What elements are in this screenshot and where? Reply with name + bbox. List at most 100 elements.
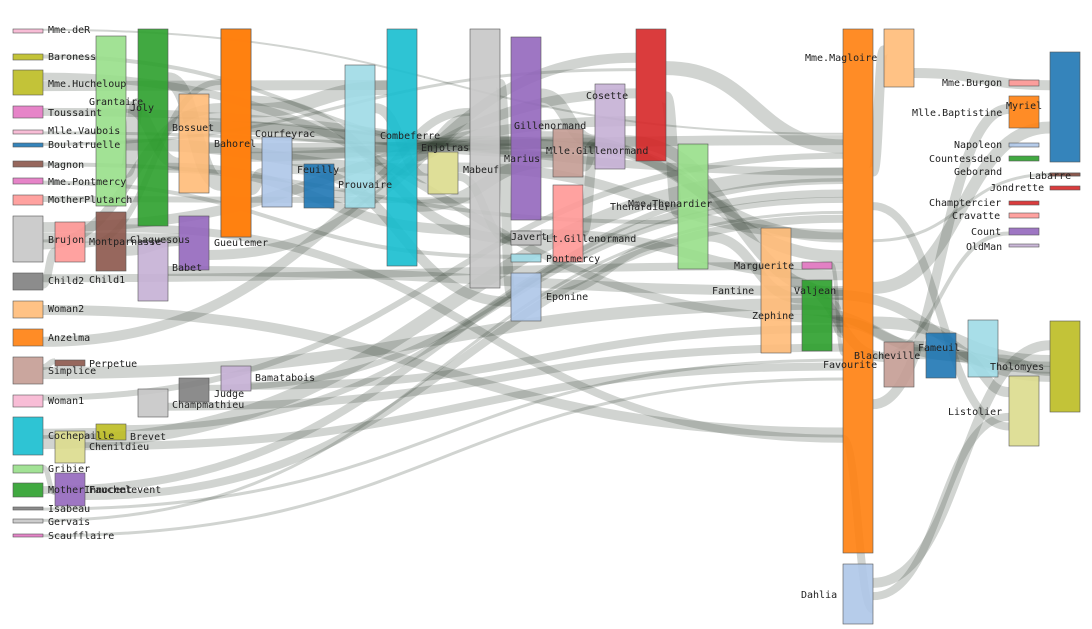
node-label-gribier: Gribier — [48, 464, 90, 475]
node-mlle-vaubois[interactable] — [12, 129, 44, 135]
node-scaufflaire[interactable] — [12, 533, 44, 538]
node-woman2[interactable] — [12, 300, 44, 319]
node-zephine[interactable] — [760, 227, 792, 354]
link-woman2-valjean — [42, 305, 844, 438]
node-champtercier[interactable] — [1008, 200, 1040, 206]
node-gervais[interactable] — [12, 518, 44, 524]
node-eponine[interactable] — [510, 272, 542, 322]
node-child2[interactable] — [12, 272, 44, 291]
node-listolier[interactable] — [1008, 375, 1040, 447]
link-gillenormand-cosette — [539, 88, 597, 149]
link-fantine-valjean — [828, 299, 847, 338]
node-label-fauchelevent: Fauchelevent — [89, 485, 161, 496]
node-prouvaire[interactable] — [344, 64, 376, 209]
node-label-grantaire: Grantaire — [89, 97, 143, 108]
node-blacheville[interactable] — [925, 332, 957, 379]
node-label-javert: Javert — [511, 232, 547, 243]
node-mme-thenardier[interactable] — [677, 143, 709, 270]
node-magnon[interactable] — [12, 160, 44, 168]
node-montparnasse[interactable] — [95, 211, 127, 272]
node-cosette[interactable] — [594, 83, 626, 170]
nodes-layer — [12, 28, 1081, 625]
node-napoleon[interactable] — [1008, 142, 1040, 148]
node-label-mme-der: Mme.deR — [48, 25, 91, 36]
node-motherinnocent[interactable] — [12, 482, 44, 498]
node-label-mme-thenardier: Mme.Thenardier — [628, 199, 712, 210]
node-myriel[interactable] — [1049, 51, 1081, 163]
link-mabeuf-eponine — [495, 78, 516, 299]
node-count[interactable] — [1008, 227, 1040, 236]
node-jondrette[interactable] — [1049, 185, 1081, 191]
link-bahorel-gillenormand — [250, 135, 512, 162]
node-gribier[interactable] — [12, 464, 44, 474]
node-babet[interactable] — [178, 215, 210, 271]
link-bamatabois-valjean — [250, 324, 844, 390]
node-mme-burgon[interactable] — [1008, 79, 1040, 87]
node-label-champmathieu: Champmathieu — [172, 400, 244, 411]
node-mme-hucheloup[interactable] — [12, 69, 44, 96]
node-brujon[interactable] — [12, 215, 44, 263]
node-label-toussaint: Toussaint — [48, 108, 102, 119]
node-bamatabois[interactable] — [220, 365, 252, 392]
node-gueulemer[interactable] — [220, 28, 252, 238]
node-mabeuf[interactable] — [469, 28, 501, 289]
node-label-montparnasse: Montparnasse — [89, 237, 161, 248]
node-gillenormand[interactable] — [510, 36, 542, 221]
node-lt-gillenormand[interactable] — [510, 230, 542, 246]
node-simplice[interactable] — [12, 356, 44, 385]
node-anzelma[interactable] — [12, 328, 44, 347]
node-thenardier[interactable] — [635, 28, 667, 162]
node-mme-der[interactable] — [12, 28, 44, 34]
node-dahlia[interactable] — [842, 563, 874, 625]
node-label-mlle-baptistine: Mlle.Baptistine — [912, 108, 1002, 119]
node-mlle-baptistine[interactable] — [1008, 95, 1040, 129]
node-toussaint[interactable] — [12, 105, 44, 119]
link-scaufflaire-valjean — [42, 377, 844, 538]
node-mlle-gillenormand[interactable] — [552, 184, 584, 263]
node-pontmercy[interactable] — [510, 253, 542, 263]
node-champmathieu[interactable] — [137, 388, 169, 418]
node-label-mabeuf: Mabeuf — [463, 165, 499, 176]
node-grantaire[interactable] — [95, 35, 127, 207]
node-bossuet[interactable] — [178, 93, 210, 194]
node-mme-pontmercy[interactable] — [12, 177, 44, 185]
node-label-favourite: Favourite — [823, 360, 877, 371]
node-fantine[interactable] — [801, 279, 833, 352]
node-label-gervais: Gervais — [48, 517, 90, 528]
node-combeferre[interactable] — [386, 28, 418, 267]
node-brevet[interactable] — [95, 423, 127, 441]
link-marguerite-valjean — [830, 262, 845, 356]
link-valjean-mme-magloire — [868, 45, 889, 177]
node-mme-magloire[interactable] — [883, 28, 915, 88]
node-boulatruelle[interactable] — [12, 142, 44, 148]
node-valjean[interactable] — [842, 28, 874, 554]
node-marius[interactable] — [552, 128, 584, 178]
node-courfeyrac[interactable] — [261, 136, 293, 208]
node-chenildieu[interactable] — [54, 430, 86, 464]
node-cravatte[interactable] — [1008, 212, 1040, 219]
node-tholomyes[interactable] — [1049, 320, 1081, 413]
node-oldman[interactable] — [1008, 243, 1040, 248]
node-child1[interactable] — [54, 221, 86, 263]
node-feuilly[interactable] — [303, 163, 335, 209]
node-motherplutarch[interactable] — [12, 194, 44, 206]
node-isabeau[interactable] — [12, 506, 44, 511]
node-perpetue[interactable] — [54, 359, 86, 367]
node-label-joly: Joly — [130, 103, 154, 114]
node-fameuil[interactable] — [967, 319, 999, 378]
node-claquesous[interactable] — [137, 240, 169, 302]
node-countessdelo[interactable] — [1008, 155, 1040, 162]
node-fauchelevent[interactable] — [54, 472, 86, 507]
node-enjolras[interactable] — [427, 151, 459, 195]
link-gribier-fauchelevent — [41, 464, 57, 496]
link-valjean-listolier — [872, 202, 1010, 431]
node-joly[interactable] — [137, 28, 169, 227]
node-label-motherinnocent: MotherInnocent — [48, 485, 132, 496]
node-baroness[interactable] — [12, 53, 44, 61]
node-favourite[interactable] — [883, 341, 915, 388]
node-cochepaille[interactable] — [12, 416, 44, 456]
node-judge[interactable] — [178, 377, 210, 403]
node-woman1[interactable] — [12, 394, 44, 408]
node-labarre[interactable] — [1049, 172, 1081, 177]
node-marguerite[interactable] — [801, 261, 833, 270]
